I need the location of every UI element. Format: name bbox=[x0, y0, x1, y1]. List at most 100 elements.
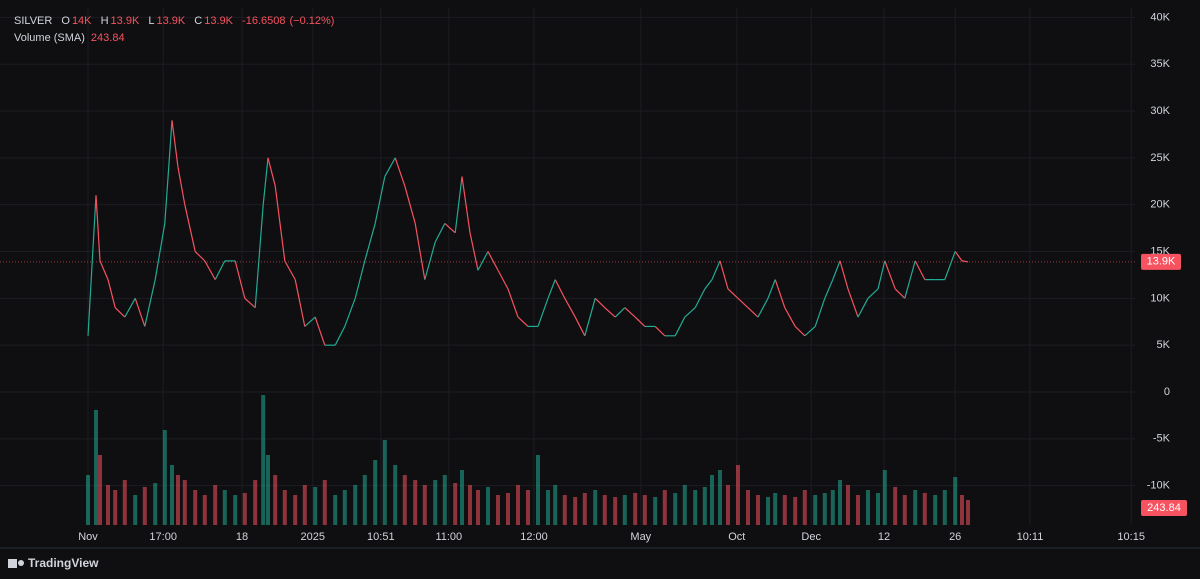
x-tick-label: 2025 bbox=[301, 531, 325, 543]
close: 13.9K bbox=[204, 15, 233, 27]
volume-bar bbox=[922, 493, 927, 525]
volume-bar bbox=[302, 485, 307, 525]
price-segment bbox=[444, 222, 456, 234]
price-segment bbox=[384, 157, 396, 177]
volume-bar bbox=[162, 430, 167, 525]
volume-bar bbox=[98, 455, 102, 525]
price-segment bbox=[114, 307, 126, 318]
price-segment bbox=[904, 260, 916, 299]
volume-bar bbox=[766, 497, 770, 525]
change-pct: (−0.12%) bbox=[289, 15, 335, 27]
x-tick-label: 17:00 bbox=[149, 531, 177, 543]
volume-bar bbox=[233, 495, 238, 525]
volume-bar bbox=[382, 440, 387, 525]
volume-bar bbox=[113, 490, 118, 525]
volume-bar bbox=[782, 495, 787, 525]
price-segment bbox=[214, 260, 226, 280]
legend: SILVER O 14K H 13.9K L 13.9K C 13.9K -16.650… bbox=[14, 13, 336, 47]
volume-bar bbox=[602, 495, 607, 525]
price-segment bbox=[477, 251, 489, 271]
price-segment bbox=[894, 288, 906, 299]
x-tick-label: 12 bbox=[878, 531, 890, 543]
price-segment bbox=[674, 316, 686, 337]
price-segment bbox=[244, 297, 256, 309]
volume-bar bbox=[242, 493, 247, 525]
volume-bar bbox=[822, 493, 827, 525]
price-segment bbox=[95, 195, 101, 261]
y-tick-label: 35K bbox=[1150, 58, 1170, 70]
volume-bar bbox=[266, 455, 270, 525]
price-segment bbox=[99, 260, 109, 280]
close-label: C bbox=[194, 15, 203, 27]
price bbox=[0, 120, 1135, 346]
volume-bar bbox=[333, 495, 338, 525]
price-segment bbox=[461, 176, 471, 233]
price-segment bbox=[304, 316, 316, 327]
price-legend: SILVER O 14K H 13.9K L 13.9K C 13.9K -16.650… bbox=[14, 13, 336, 30]
volume-bar bbox=[413, 480, 418, 525]
volume-bar bbox=[393, 465, 398, 525]
volume-bar bbox=[153, 483, 158, 525]
volume-bar bbox=[142, 487, 147, 525]
price-segment bbox=[404, 185, 416, 224]
price-segment bbox=[774, 279, 786, 308]
x-tick-label: 12:00 bbox=[520, 531, 548, 543]
price-segment bbox=[944, 251, 956, 280]
volume-bar bbox=[593, 490, 598, 525]
volume-bar bbox=[460, 470, 464, 525]
price-segment bbox=[274, 185, 286, 261]
volume-bar bbox=[433, 480, 438, 525]
price-segment bbox=[267, 157, 276, 187]
price-segment bbox=[434, 223, 446, 243]
price-segment bbox=[784, 307, 796, 327]
price-segment bbox=[614, 307, 626, 318]
price-segment bbox=[204, 260, 216, 280]
volume-tag-label: 243.84 bbox=[1147, 502, 1181, 514]
volume-bar bbox=[802, 490, 807, 525]
volume-bar bbox=[86, 475, 90, 525]
price-segment bbox=[394, 157, 406, 187]
x-tick-label: Oct bbox=[728, 531, 745, 543]
volume-bar bbox=[830, 490, 835, 525]
y-tick-label: 0 bbox=[1164, 386, 1170, 398]
volume-bar bbox=[746, 490, 750, 525]
price-segment bbox=[634, 316, 646, 327]
volume-bar bbox=[222, 490, 227, 525]
price-segment bbox=[832, 260, 841, 280]
volume-tag bbox=[1141, 500, 1187, 516]
low-label: L bbox=[148, 15, 155, 27]
volume-bar bbox=[622, 495, 627, 525]
price-segment bbox=[164, 120, 173, 224]
volume-bar bbox=[913, 490, 918, 525]
volume-bar bbox=[846, 485, 850, 525]
volume-bar bbox=[953, 477, 958, 525]
price-segment bbox=[284, 260, 296, 280]
volume-bar bbox=[176, 475, 180, 525]
price-segment bbox=[711, 260, 721, 280]
price-segment bbox=[757, 298, 769, 318]
price-segment bbox=[507, 288, 519, 318]
price-segment bbox=[469, 232, 479, 271]
price-segment bbox=[884, 260, 896, 290]
volume-bar bbox=[702, 487, 707, 525]
volume-bar bbox=[882, 470, 887, 525]
price-segment bbox=[564, 298, 576, 318]
price-segment bbox=[727, 288, 739, 299]
price-segment bbox=[584, 298, 596, 336]
price-segment bbox=[487, 251, 499, 271]
price-segment bbox=[334, 326, 346, 346]
volume-bar bbox=[653, 497, 658, 525]
x-tick-label: May bbox=[630, 531, 651, 543]
price-segment bbox=[364, 223, 376, 262]
volume-bar bbox=[582, 493, 587, 525]
volume-bar bbox=[966, 500, 970, 525]
price-segment bbox=[574, 316, 586, 337]
volume-bar bbox=[710, 475, 714, 525]
price-segment bbox=[654, 326, 666, 337]
volume-bar bbox=[442, 475, 447, 525]
x-tick-label: 18 bbox=[236, 531, 248, 543]
price-segment bbox=[344, 298, 356, 327]
brand: TradingView bbox=[28, 556, 99, 570]
price-segment bbox=[537, 298, 549, 327]
price-segment bbox=[354, 260, 366, 299]
